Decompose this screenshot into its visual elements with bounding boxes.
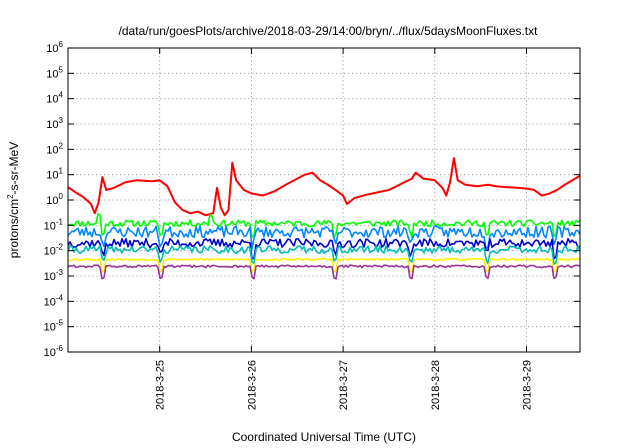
y-axis-label: protons/cm2-s-sr-MeV <box>6 142 21 258</box>
y-tick-base: 10 <box>44 347 56 359</box>
y-tick-label: 10-6 <box>44 344 64 359</box>
y-tick-base: 10 <box>44 296 56 308</box>
x-axis-label: Coordinated Universal Time (UTC) <box>232 430 416 444</box>
y-tick-base: 10 <box>46 195 58 207</box>
y-tick-exponent: 4 <box>59 91 64 100</box>
y-tick-label: 101 <box>46 167 63 182</box>
series-line <box>67 264 581 280</box>
y-tick-exponent: -5 <box>56 319 64 328</box>
grid-lines <box>68 48 580 352</box>
y-tick-exponent: -4 <box>56 293 64 302</box>
y-tick-label: 102 <box>46 141 63 156</box>
y-axis-label-sup: 2 <box>6 194 15 199</box>
y-tick-label: 10-4 <box>44 293 64 308</box>
y-tick-exponent: -6 <box>56 344 64 353</box>
series-line <box>67 225 581 250</box>
x-tick-label: 2018-3-25 <box>155 360 167 410</box>
y-axis-label-rest: -s-sr-MeV <box>7 142 21 195</box>
chart-title: /data/run/goesPlots/archive/2018-03-29/1… <box>119 24 539 38</box>
y-tick-base: 10 <box>46 170 58 182</box>
y-tick-exponent: -3 <box>56 268 64 277</box>
y-tick-label: 10-1 <box>44 217 64 232</box>
y-tick-label: 10-3 <box>44 268 64 283</box>
y-tick-base: 10 <box>46 43 58 55</box>
y-tick-exponent: 3 <box>59 116 64 125</box>
y-tick-label: 10-2 <box>44 243 64 258</box>
x-tick-label: 2018-3-26 <box>246 360 258 410</box>
axis-ticks <box>68 47 580 353</box>
y-axis-label-base: protons/cm <box>7 199 21 258</box>
y-tick-labels: 10-610-510-410-310-210-11001011021031041… <box>44 40 64 359</box>
y-tick-label: 103 <box>46 116 63 131</box>
y-tick-exponent: -2 <box>56 243 64 252</box>
y-tick-exponent: 2 <box>59 141 64 150</box>
y-tick-label: 10-5 <box>44 319 64 334</box>
y-tick-base: 10 <box>46 144 58 156</box>
y-tick-base: 10 <box>44 246 56 258</box>
y-tick-base: 10 <box>44 271 56 283</box>
y-tick-exponent: 0 <box>59 192 64 201</box>
y-tick-base: 10 <box>46 68 58 80</box>
series-line <box>67 245 581 265</box>
x-tick-label: 2018-3-29 <box>522 360 534 410</box>
x-tick-label: 2018-3-28 <box>430 360 442 410</box>
y-tick-base: 10 <box>44 322 56 334</box>
y-tick-base: 10 <box>46 119 58 131</box>
series-lines <box>67 157 581 280</box>
x-tick-label: 2018-3-27 <box>338 360 350 410</box>
series-line <box>67 157 581 217</box>
y-tick-base: 10 <box>46 94 58 106</box>
series-line <box>67 213 581 238</box>
y-tick-exponent: 5 <box>59 65 64 74</box>
y-tick-label: 105 <box>46 65 63 80</box>
y-tick-exponent: -1 <box>56 217 64 226</box>
x-tick-labels: 2018-3-25 2018-3-26 2018-3-27 2018-3-28 2018… <box>155 360 534 410</box>
y-tick-label: 100 <box>46 192 63 207</box>
y-tick-exponent: 6 <box>59 40 64 49</box>
series-line <box>67 257 581 273</box>
y-tick-exponent: 1 <box>59 167 64 176</box>
y-tick-label: 104 <box>46 91 63 106</box>
y-tick-base: 10 <box>44 220 56 232</box>
y-tick-label: 106 <box>46 40 63 55</box>
series-line <box>67 237 581 260</box>
